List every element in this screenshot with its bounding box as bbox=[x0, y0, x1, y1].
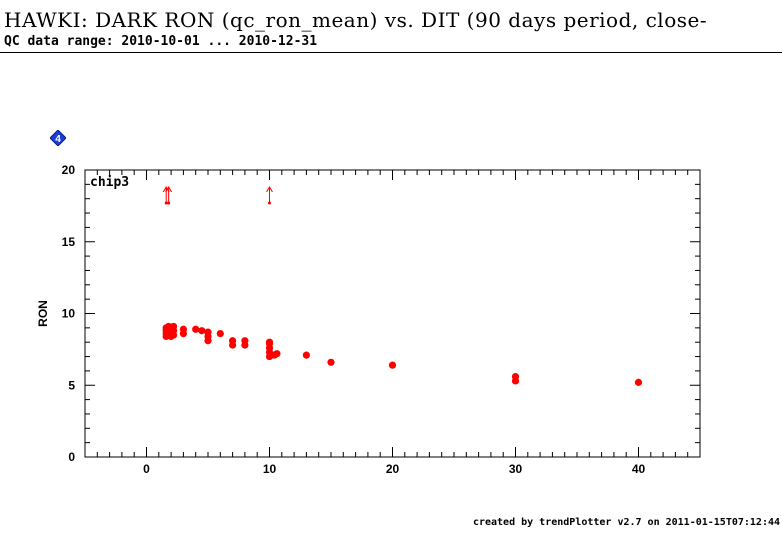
chart-title: HAWKI: DARK RON (qc_ron_mean) vs. DIT (9… bbox=[4, 8, 708, 32]
data-point bbox=[302, 351, 310, 359]
data-point bbox=[241, 337, 249, 345]
off-scale-arrow-head bbox=[165, 186, 173, 193]
y-tick-label: 20 bbox=[62, 163, 76, 177]
panel-marker-label: 4 bbox=[55, 134, 61, 145]
x-tick-label: 40 bbox=[632, 462, 646, 476]
panel-label: chip3 bbox=[90, 175, 129, 190]
data-point bbox=[511, 373, 520, 381]
y-tick-label: 10 bbox=[62, 307, 76, 321]
data-point bbox=[198, 327, 206, 335]
x-tick-label: 0 bbox=[143, 462, 150, 476]
data-point bbox=[216, 329, 224, 338]
data-point bbox=[634, 378, 643, 386]
panel-marker-icon: 4 bbox=[50, 130, 66, 146]
data-point bbox=[388, 361, 397, 369]
y-axis-label: RON bbox=[36, 300, 50, 327]
data-point bbox=[229, 337, 237, 345]
y-tick-label: 5 bbox=[68, 378, 75, 392]
off-scale-arrow-head bbox=[266, 186, 273, 193]
header-divider bbox=[0, 52, 782, 53]
data-point bbox=[192, 325, 200, 333]
plot-frame bbox=[84, 169, 701, 458]
off-scale-arrow-base bbox=[268, 201, 271, 205]
data-point bbox=[179, 325, 187, 333]
x-tick-label: 20 bbox=[386, 462, 400, 476]
footer-credit: created by trendPlotter v2.7 on 2011-01-… bbox=[472, 517, 780, 528]
data-point bbox=[273, 350, 281, 358]
data-point bbox=[327, 358, 335, 366]
data-point bbox=[265, 338, 274, 346]
x-tick-label: 30 bbox=[509, 462, 523, 476]
x-tick-label: 10 bbox=[263, 462, 277, 476]
data-point bbox=[204, 328, 212, 336]
data-range-subtitle: QC data range: 2010-10-01 ... 2010-12-31 bbox=[4, 34, 318, 49]
y-tick-label: 0 bbox=[68, 450, 75, 464]
y-tick-label: 15 bbox=[62, 235, 76, 249]
off-scale-arrow-base bbox=[164, 201, 168, 205]
data-point bbox=[169, 322, 178, 331]
off-scale-arrow-base bbox=[167, 201, 171, 205]
